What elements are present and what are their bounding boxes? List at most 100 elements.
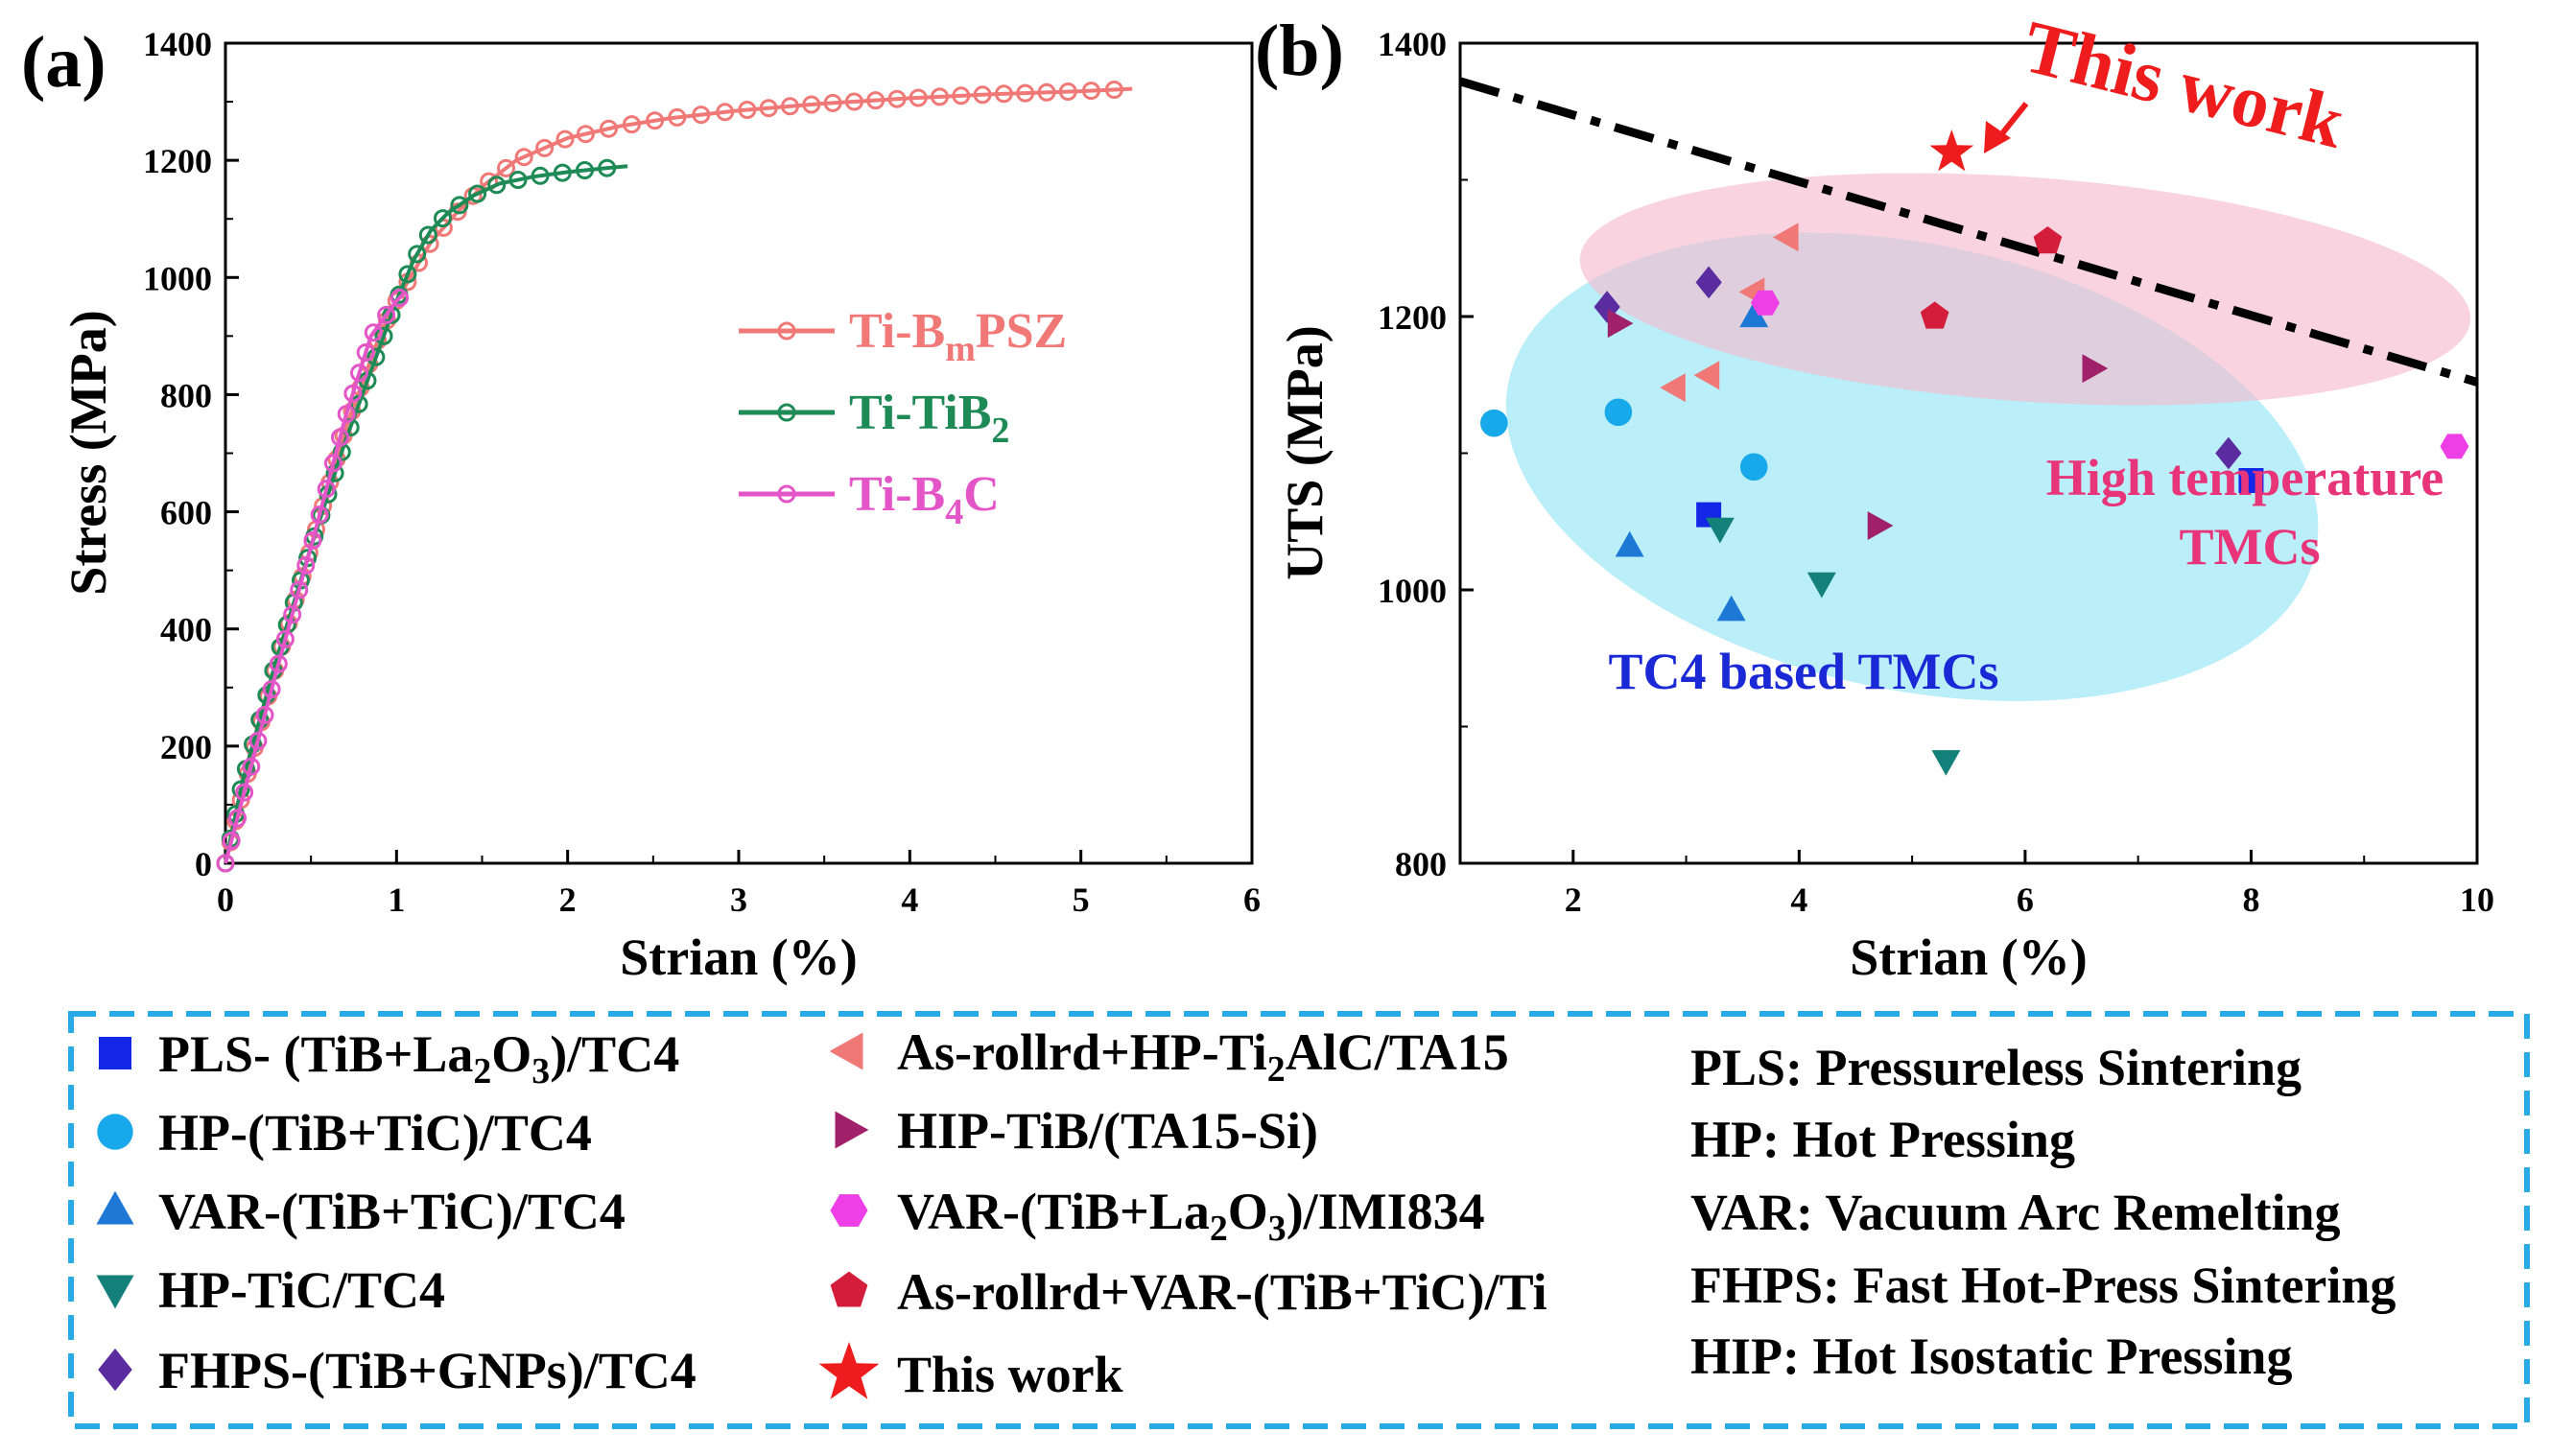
legend-abbreviations: PLS: Pressureless Sintering HP: Hot Press…	[1690, 1039, 2396, 1385]
series-point	[331, 428, 349, 447]
series-point	[450, 196, 469, 215]
panel-a-ytick-label: 1000	[143, 259, 212, 297]
series-point	[576, 125, 595, 144]
panel-b-xlabel: Strian (%)	[1850, 928, 2087, 986]
series-point	[1058, 82, 1077, 101]
point-diamond	[1695, 266, 1722, 299]
panel-b-ytick-label: 1400	[1378, 25, 1447, 63]
legend-item: As-rollrd+VAR-(TiB+TiC)/Ti	[830, 1263, 1547, 1321]
trend-line	[1460, 77, 2477, 387]
series-point	[222, 832, 241, 850]
series-point	[866, 91, 885, 110]
panel-b-ytick-label: 1000	[1378, 572, 1447, 610]
legend-marker-hexagon	[830, 1194, 868, 1227]
series-point	[242, 757, 261, 776]
panel-a-ytick-label: 200	[160, 728, 212, 766]
legend-item-label: As-rollrd+VAR-(TiB+TiC)/Ti	[897, 1263, 1547, 1321]
legend-box: PLS- (TiB+La2O3)/TC4 HP-(TiB+TiC)/TC4 VAR-…	[68, 1011, 2530, 1429]
annotation-high-temp-2: TMCs	[2180, 518, 2321, 575]
point-circle	[1604, 398, 1633, 427]
legend-marker-tri-up	[96, 1190, 134, 1225]
point-tri-down	[1931, 750, 1961, 776]
panel-a-xtick-label: 4	[901, 881, 918, 919]
legend-marker-tri-down	[96, 1275, 134, 1309]
legend-item-label: This work	[897, 1346, 1123, 1403]
series-point	[623, 115, 641, 134]
legend-label: Ti-B4C	[849, 467, 1000, 532]
legend-item-label: PLS- (TiB+La2O3)/TC4	[158, 1025, 679, 1092]
panel-a-ytick-label: 800	[160, 376, 212, 414]
point-tri-left	[1660, 373, 1686, 403]
legend-item: HIP-TiB/(TA15-Si)	[835, 1102, 1318, 1160]
series-point	[374, 326, 393, 345]
series-point	[931, 87, 949, 106]
point-diamond	[2215, 436, 2242, 470]
abbreviation-item: PLS: Pressureless Sintering	[1690, 1039, 2302, 1096]
series-point	[228, 809, 247, 828]
series-point	[1037, 82, 1056, 102]
point-tri-left	[1773, 223, 1799, 252]
panel-b-regions	[1505, 173, 2471, 701]
series-point	[296, 556, 316, 575]
series-point	[1104, 81, 1123, 99]
legend-item: FHPS-(TiB+GNPs)/TC4	[98, 1342, 697, 1399]
legend-marker-diamond	[98, 1348, 132, 1392]
series-point	[738, 101, 757, 119]
legend-marker-tri-right	[835, 1111, 869, 1149]
series-point	[514, 148, 533, 167]
series-point	[994, 84, 1013, 104]
series-point	[283, 605, 302, 624]
series-point	[275, 629, 295, 648]
series-point	[235, 783, 254, 802]
point-tri-down	[1806, 572, 1836, 599]
panel-b-ytick-label: 800	[1395, 845, 1447, 883]
legend-item: As-rollrd+HP-Ti2AlC/TA15	[829, 1023, 1509, 1090]
series-point	[600, 119, 618, 138]
legend-column-1: PLS- (TiB+La2O3)/TC4 HP-(TiB+TiC)/TC4 VAR-…	[96, 1025, 697, 1399]
legend-entry-ti_tib2: Ti-TiB2	[739, 386, 1009, 451]
series-point	[759, 99, 778, 118]
point-hexagon	[1751, 290, 1780, 316]
series-point	[390, 289, 409, 307]
series-point	[434, 209, 452, 228]
series-point	[576, 161, 594, 179]
series-point	[366, 347, 386, 366]
series-point	[337, 405, 356, 424]
region-high-temperature-tmcs	[1579, 173, 2471, 406]
panel-a-ytick-label: 400	[160, 611, 212, 649]
series-point	[356, 343, 375, 362]
legend-marker	[777, 484, 796, 504]
panel-a-xtick-label: 2	[559, 881, 577, 919]
series-point	[317, 480, 336, 499]
legend-item-label: VAR-(TiB+TiC)/TC4	[158, 1183, 626, 1240]
series-point	[325, 463, 344, 482]
legend-item: HP-TiC/TC4	[96, 1261, 445, 1319]
series-point	[553, 163, 572, 182]
panel-a-ticks: 0 1 2 3 4 5 6 0 200 400 600 800 1000 1200 1400	[143, 25, 1261, 919]
series-point	[497, 158, 515, 177]
series-point	[303, 531, 322, 550]
series-point	[377, 305, 396, 324]
series-point	[802, 95, 821, 114]
point-circle	[1739, 453, 1768, 481]
panel-a: (a) 0 1 2 3 4 5 6 0 200 400 600 800 1000 1200 1400 Str…	[21, 22, 1261, 986]
point-diamond	[1594, 291, 1620, 323]
series-point	[668, 107, 687, 127]
series-point	[1081, 82, 1100, 101]
series-point	[598, 158, 617, 177]
legend-marker	[777, 321, 796, 341]
series-point	[248, 731, 268, 750]
series-point	[468, 184, 487, 203]
panel-a-xlabel: Strian (%)	[620, 928, 857, 986]
panel-a-frame	[224, 41, 1254, 865]
panel-b-ytick-label: 1200	[1378, 298, 1447, 337]
legend-item-label: As-rollrd+HP-Ti2AlC/TA15	[897, 1023, 1509, 1090]
series-point	[781, 97, 799, 116]
series-point	[398, 265, 417, 284]
series-point	[408, 245, 427, 264]
series-point	[350, 364, 368, 383]
legend-item-label: HP-TiC/TC4	[158, 1261, 445, 1319]
panel-a-xtick-label: 3	[730, 881, 747, 919]
legend-item: PLS- (TiB+La2O3)/TC4	[99, 1025, 679, 1092]
series-point	[535, 138, 555, 157]
